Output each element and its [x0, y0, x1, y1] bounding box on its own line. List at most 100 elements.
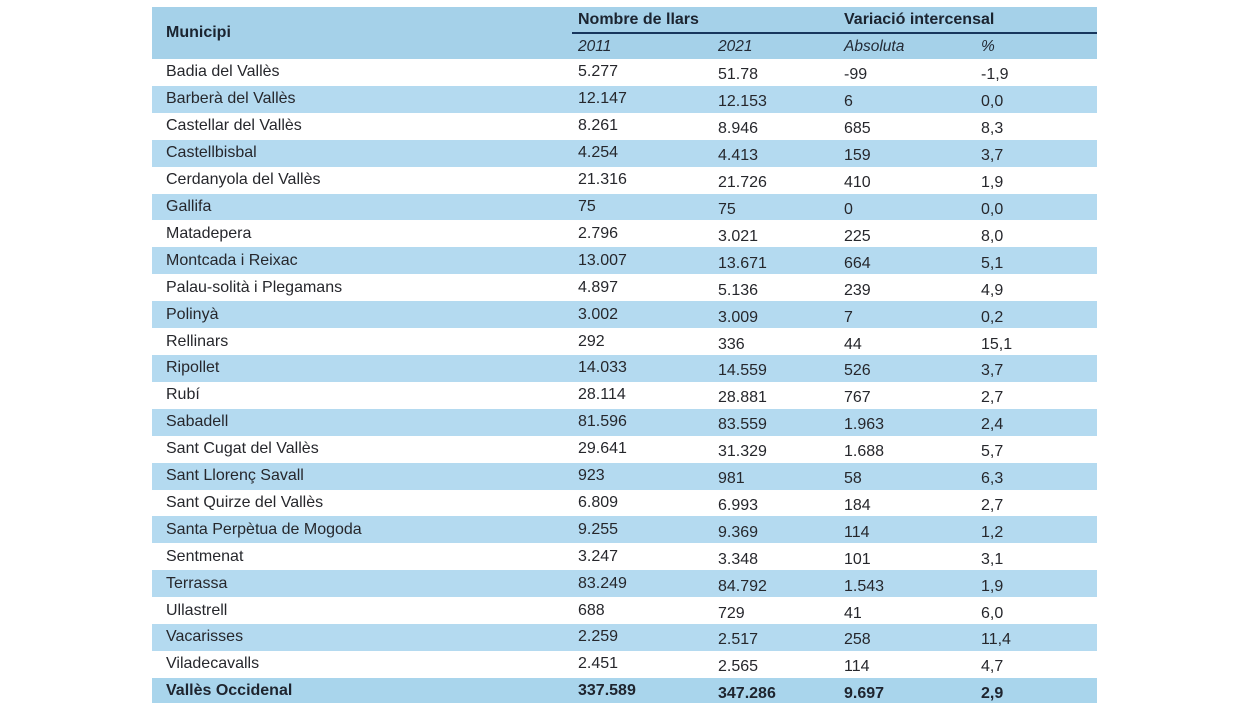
cell-text: Barberà del Vallès	[166, 90, 296, 108]
value-cell: 2.796	[572, 220, 712, 247]
municipality-cell: Rubí	[152, 382, 572, 409]
municipality-cell: Vacarisses	[152, 624, 572, 651]
value-cell: 1.543	[838, 570, 975, 597]
cell-text: 6	[844, 93, 853, 111]
cell-text: 9.369	[718, 523, 759, 541]
cell-text: Badia del Vallès	[166, 63, 280, 81]
cell-text: 685	[844, 120, 871, 138]
cell-text: 347.286	[718, 685, 776, 703]
cell-text: 58	[844, 470, 862, 488]
cell-text: Ullastrell	[166, 601, 228, 619]
cell-text: 28.114	[578, 386, 626, 404]
cell-text: 184	[844, 496, 871, 514]
cell-text: 4.254	[578, 144, 619, 162]
value-cell: 1.963	[838, 409, 975, 436]
value-cell: 664	[838, 247, 975, 274]
value-cell: 0,2	[975, 301, 1097, 328]
municipality-cell: Cerdanyola del Vallès	[152, 167, 572, 194]
value-cell: 336	[712, 328, 838, 355]
value-cell: -99	[838, 59, 975, 86]
cell-text: 336	[718, 335, 745, 353]
cell-text: 44	[844, 335, 862, 353]
value-cell: 6.809	[572, 490, 712, 517]
value-cell: 21.316	[572, 167, 712, 194]
cell-text: Santa Perpètua de Mogoda	[166, 520, 362, 538]
cell-text: 2.259	[578, 628, 619, 646]
municipality-cell: Sant Quirze del Vallès	[152, 490, 572, 517]
cell-text: 4,9	[981, 281, 1004, 299]
cell-text: 981	[718, 470, 745, 488]
cell-text: 526	[844, 362, 871, 380]
table-row: Castellbisbal 4.254 4.413 159 3,7	[152, 139, 1097, 167]
value-cell: 13.007	[572, 247, 712, 274]
value-cell: 923	[572, 463, 712, 490]
value-cell: 7	[838, 301, 975, 328]
cell-text: 0,0	[981, 200, 1004, 218]
municipality-cell: Castellar del Vallès	[152, 113, 572, 140]
cell-text: Sentmenat	[166, 547, 244, 565]
table-row: Sant Quirze del Vallès 6.809 6.993 184 2,7	[152, 489, 1097, 517]
cell-text: 6.809	[578, 493, 619, 511]
cell-text: Vacarisses	[166, 628, 244, 646]
value-cell: 44	[838, 328, 975, 355]
cell-text: 5.277	[578, 63, 619, 81]
value-cell: 1,9	[975, 570, 1097, 597]
value-cell: 1.688	[838, 436, 975, 463]
cell-text: 0,2	[981, 308, 1004, 326]
value-cell: 410	[838, 167, 975, 194]
cell-text: 6.993	[718, 496, 759, 514]
value-cell: 2.565	[712, 651, 838, 678]
value-cell: 114	[838, 516, 975, 543]
value-cell: 6,0	[975, 597, 1097, 624]
cell-text: 239	[844, 281, 871, 299]
table-row: Vacarisses 2.259 2.517 258 11,4	[152, 624, 1097, 651]
cell-text: 75	[578, 197, 596, 215]
value-cell: 5.136	[712, 274, 838, 301]
cell-text: 4,7	[981, 658, 1004, 676]
col-header-percent: %	[975, 33, 1097, 59]
table-row: Ullastrell 688 729 41 6,0	[152, 597, 1097, 625]
cell-text: Vallès Occidenal	[166, 682, 293, 700]
table-row: Sant Llorenç Savall 923 981 58 6,3	[152, 462, 1097, 490]
value-cell: 258	[838, 624, 975, 651]
value-cell: 58	[838, 463, 975, 490]
value-cell: 6.993	[712, 490, 838, 517]
table-row: Rellinars 292 336 44 15,1	[152, 328, 1097, 355]
cell-text: 767	[844, 389, 871, 407]
cell-text: 2,4	[981, 416, 1004, 434]
value-cell: 4,9	[975, 274, 1097, 301]
cell-text: 225	[844, 227, 871, 245]
cell-text: 14.033	[578, 359, 627, 377]
cell-text: 13.007	[578, 251, 627, 269]
value-cell: 51.78	[712, 59, 838, 86]
municipality-cell: Palau-solità i Plegamans	[152, 274, 572, 301]
value-cell: 526	[838, 355, 975, 382]
cell-text: 12.147	[578, 90, 627, 108]
cell-text: Castellbisbal	[166, 144, 257, 162]
value-cell: 4,7	[975, 651, 1097, 678]
value-cell: 12.153	[712, 86, 838, 113]
cell-text: 6,0	[981, 604, 1004, 622]
value-cell: 14.033	[572, 355, 712, 382]
municipality-cell: Sant Cugat del Vallès	[152, 436, 572, 463]
value-cell: 3.348	[712, 543, 838, 570]
value-cell: 41	[838, 597, 975, 624]
value-cell: 83.249	[572, 570, 712, 597]
value-cell: 337.589	[572, 677, 712, 703]
value-cell: -1,9	[975, 59, 1097, 86]
table-row: Sant Cugat del Vallès 29.641 31.329 1.688 5,…	[152, 435, 1097, 463]
cell-text: 2.796	[578, 224, 619, 242]
municipality-cell: Terrassa	[152, 570, 572, 597]
table-row: Gallifa 75 75 0 0,0	[152, 193, 1097, 221]
municipality-cell: Castellbisbal	[152, 140, 572, 167]
table-row: Barberà del Vallès 12.147 12.153 6 0,0	[152, 85, 1097, 113]
value-cell: 31.329	[712, 436, 838, 463]
value-cell: 2.259	[572, 624, 712, 651]
value-cell: 4.897	[572, 274, 712, 301]
cell-text: 31.329	[718, 443, 767, 461]
cell-text: 2,7	[981, 496, 1004, 514]
value-cell: 8,3	[975, 113, 1097, 140]
table-header: Municipi Nombre de llars Variació interc…	[152, 7, 1097, 59]
municipality-cell: Rellinars	[152, 328, 572, 355]
